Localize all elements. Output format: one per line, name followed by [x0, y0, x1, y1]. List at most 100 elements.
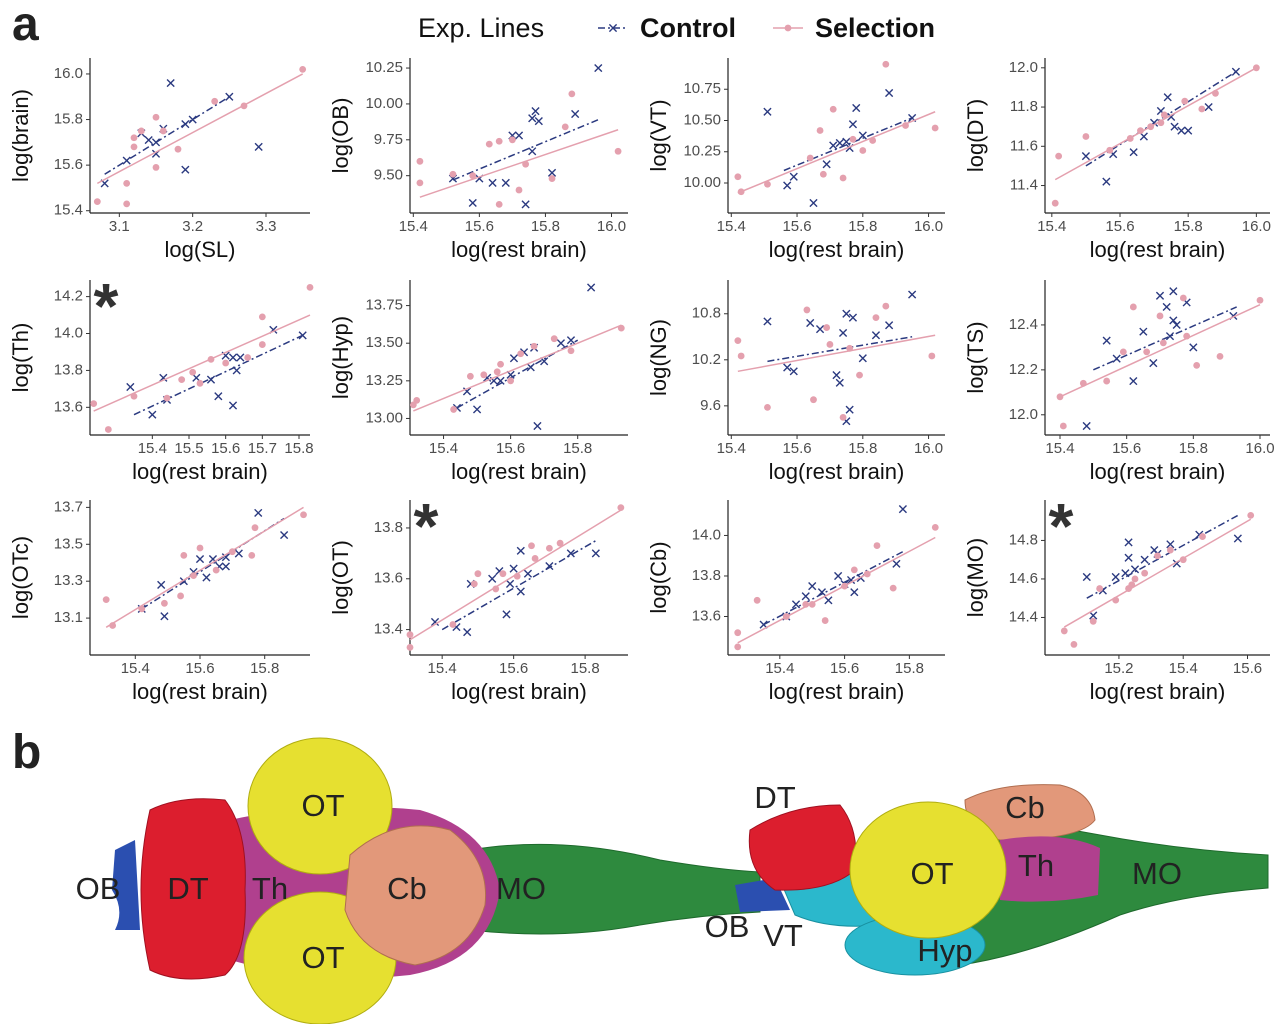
trend-line — [419, 129, 619, 198]
x-axis-title: log(SL) — [165, 237, 236, 262]
region-label: Cb — [387, 871, 427, 906]
selection-point — [567, 347, 575, 355]
control-point — [528, 114, 537, 123]
control-point — [850, 588, 859, 597]
selection-point — [93, 198, 101, 206]
selection-point — [196, 379, 204, 387]
control-point — [1124, 553, 1133, 562]
control-point — [254, 508, 263, 518]
x-tick-label: 15.6 — [499, 660, 528, 677]
control-point — [1162, 302, 1171, 312]
y-tick-label: 14.4 — [1009, 608, 1038, 625]
control-point — [202, 573, 211, 582]
y-tick-label: 11.8 — [1010, 98, 1038, 115]
selection-point — [406, 643, 414, 651]
control-point — [1124, 538, 1133, 547]
y-tick-label: 13.50 — [365, 334, 403, 351]
plots: 3.1 3.2 3.3 15.4 15.6 15.8 16.0 log(SL) log(brai… — [8, 58, 1275, 704]
control-point — [509, 354, 519, 363]
selection-point — [300, 511, 307, 519]
x-tick-label: 15.5 — [174, 440, 203, 457]
control-point — [501, 178, 510, 187]
selection-point — [1179, 294, 1187, 302]
selection-point — [764, 180, 771, 188]
control-point — [509, 564, 518, 573]
control-point — [488, 178, 497, 187]
scatter-panel: 15.4 15.6 15.8 16.0 9.6 10.2 10.8 log(rest brai… — [646, 280, 945, 484]
y-tick-label: 12.4 — [1009, 316, 1038, 333]
y-tick-label: 13.00 — [365, 409, 403, 426]
y-tick-label: 10.25 — [365, 59, 403, 76]
selection-point — [561, 123, 569, 131]
region-dt — [140, 798, 246, 980]
y-tick-label: 10.00 — [683, 174, 721, 191]
y-tick-label: 9.50 — [374, 167, 403, 184]
selection-point — [1056, 393, 1064, 401]
selection-point — [1179, 556, 1187, 564]
selection-point — [850, 566, 858, 574]
x-tick-label: 3.2 — [182, 218, 203, 235]
scatter-panel: 15.4 15.6 15.8 16.0 11.4 11.6 11.8 12.0 log(rest… — [963, 58, 1271, 262]
y-axis-title: log(TS) — [963, 321, 988, 393]
selection-point — [159, 127, 167, 135]
selection-point — [1160, 111, 1168, 119]
y-axis-title: log(OT) — [328, 540, 353, 615]
selection-point — [480, 371, 488, 379]
control-point — [463, 628, 472, 637]
significance-mark: * — [414, 490, 439, 562]
trend-line — [133, 334, 303, 416]
selection-point — [928, 352, 936, 360]
control-point — [892, 559, 901, 568]
control-point — [1112, 354, 1121, 363]
brain-dorsal: OB DT Th OT Cb OT MO — [76, 737, 761, 1024]
control-point — [871, 331, 881, 340]
control-point — [234, 549, 243, 558]
y-tick-label: 13.4 — [374, 621, 403, 638]
y-tick-label: 13.8 — [54, 361, 83, 378]
x-axis-title: log(rest brain) — [451, 679, 587, 704]
panel-label: b — [12, 726, 41, 779]
control-point — [1102, 336, 1111, 345]
trend-line — [413, 324, 622, 412]
region-label: Th — [252, 871, 288, 906]
selection-point — [1070, 641, 1078, 648]
y-axis-title: log(OTc) — [8, 536, 33, 619]
control-point — [789, 367, 798, 376]
scatter-panel: 15.4 15.6 15.8 13.6 13.8 14.0 log(rest brain) l… — [646, 500, 945, 704]
control-point — [1129, 148, 1138, 157]
selection-point — [1096, 585, 1104, 592]
selection-point — [258, 341, 266, 348]
x-axis-title: log(rest brain) — [132, 679, 268, 704]
x-tick-label: 15.4 — [717, 218, 746, 235]
selection-point — [856, 371, 863, 379]
control-point — [496, 376, 505, 385]
control-point — [1163, 93, 1172, 102]
control-point — [1149, 359, 1158, 368]
region-label: OT — [301, 940, 344, 975]
selection-point — [1106, 146, 1114, 154]
control-point — [214, 392, 223, 401]
selection-point — [1082, 133, 1090, 140]
region-label: Cb — [1005, 790, 1045, 825]
selection-point — [1141, 569, 1149, 577]
selection-point — [450, 406, 457, 413]
x-tick-label: 3.3 — [256, 218, 277, 235]
control-point — [228, 353, 238, 362]
selection-point — [764, 403, 771, 411]
control-point — [808, 582, 817, 591]
scatter-panel: 15.4 15.5 15.6 15.7 15.8 13.6 13.8 14.0 14.2 log(… — [8, 270, 314, 484]
control-point — [885, 88, 894, 98]
control-point — [148, 410, 157, 419]
control-point — [848, 120, 858, 129]
selection-point — [474, 570, 482, 578]
selection-point — [869, 137, 877, 144]
y-tick-label: 14.0 — [54, 324, 83, 341]
selection-point — [841, 582, 848, 590]
x-tick-label: 16.0 — [1245, 440, 1274, 457]
trend-line — [452, 119, 599, 181]
selection-point — [803, 306, 811, 314]
control-point — [225, 92, 234, 101]
region-ob — [112, 840, 140, 930]
x-tick-label: 15.4 — [121, 660, 150, 677]
